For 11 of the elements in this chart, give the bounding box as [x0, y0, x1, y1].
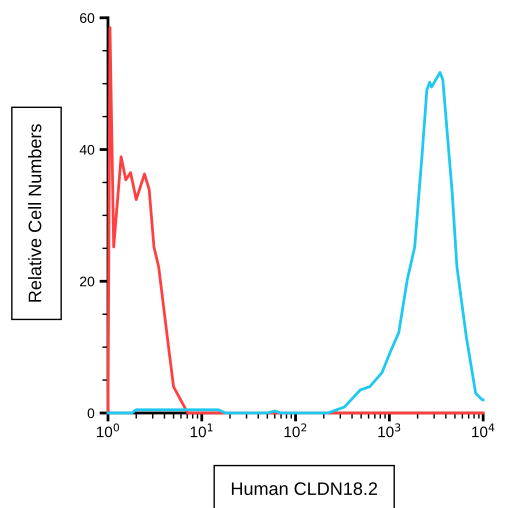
x-tick-label: 10$^{1}$	[190, 424, 213, 438]
x-tick-label: 10$^{3}$	[378, 423, 400, 438]
y-tick-label: 0	[88, 408, 94, 418]
y-tick-label: 60	[80, 13, 94, 23]
x-tick-label: 10$^{2}$	[284, 423, 306, 438]
x-axis-title: Human CLDN18.2	[232, 482, 378, 496]
y-tick-label: 20	[80, 276, 94, 286]
y-tick-label: 40	[80, 144, 94, 155]
y-axis-title: Relative Cell Numbers	[28, 124, 42, 302]
x-tick-label: 10$^{4}$	[472, 424, 494, 438]
x-tick-label: 10$^{0}$	[96, 423, 120, 438]
